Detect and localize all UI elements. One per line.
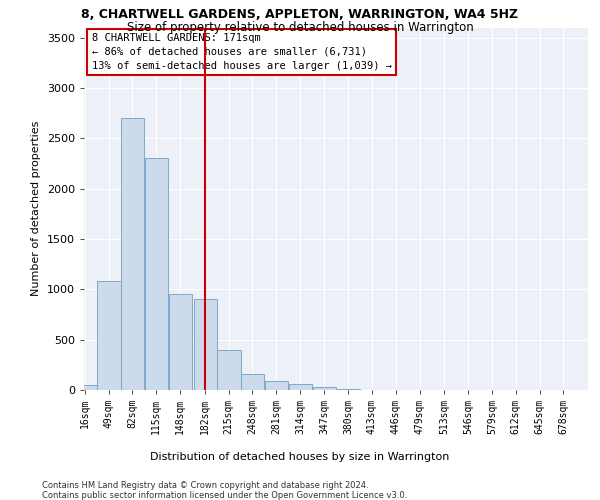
Text: Size of property relative to detached houses in Warrington: Size of property relative to detached ho… bbox=[127, 21, 473, 34]
Bar bbox=[289, 384, 312, 390]
Text: 8, CHARTWELL GARDENS, APPLETON, WARRINGTON, WA4 5HZ: 8, CHARTWELL GARDENS, APPLETON, WARRINGT… bbox=[82, 8, 518, 20]
Bar bbox=[265, 381, 288, 390]
Text: Contains public sector information licensed under the Open Government Licence v3: Contains public sector information licen… bbox=[42, 491, 407, 500]
Bar bbox=[74, 385, 97, 390]
Text: Distribution of detached houses by size in Warrington: Distribution of detached houses by size … bbox=[151, 452, 449, 462]
Bar bbox=[145, 158, 168, 390]
Text: 8 CHARTWELL GARDENS: 171sqm
← 86% of detached houses are smaller (6,731)
13% of : 8 CHARTWELL GARDENS: 171sqm ← 86% of det… bbox=[92, 33, 392, 71]
Bar bbox=[337, 389, 360, 390]
Bar bbox=[313, 387, 336, 390]
Bar bbox=[217, 350, 241, 390]
Bar bbox=[194, 300, 217, 390]
Bar bbox=[241, 374, 265, 390]
Text: Contains HM Land Registry data © Crown copyright and database right 2024.: Contains HM Land Registry data © Crown c… bbox=[42, 481, 368, 490]
Y-axis label: Number of detached properties: Number of detached properties bbox=[31, 121, 41, 296]
Bar bbox=[121, 118, 145, 390]
Bar bbox=[97, 281, 121, 390]
Bar bbox=[169, 294, 192, 390]
